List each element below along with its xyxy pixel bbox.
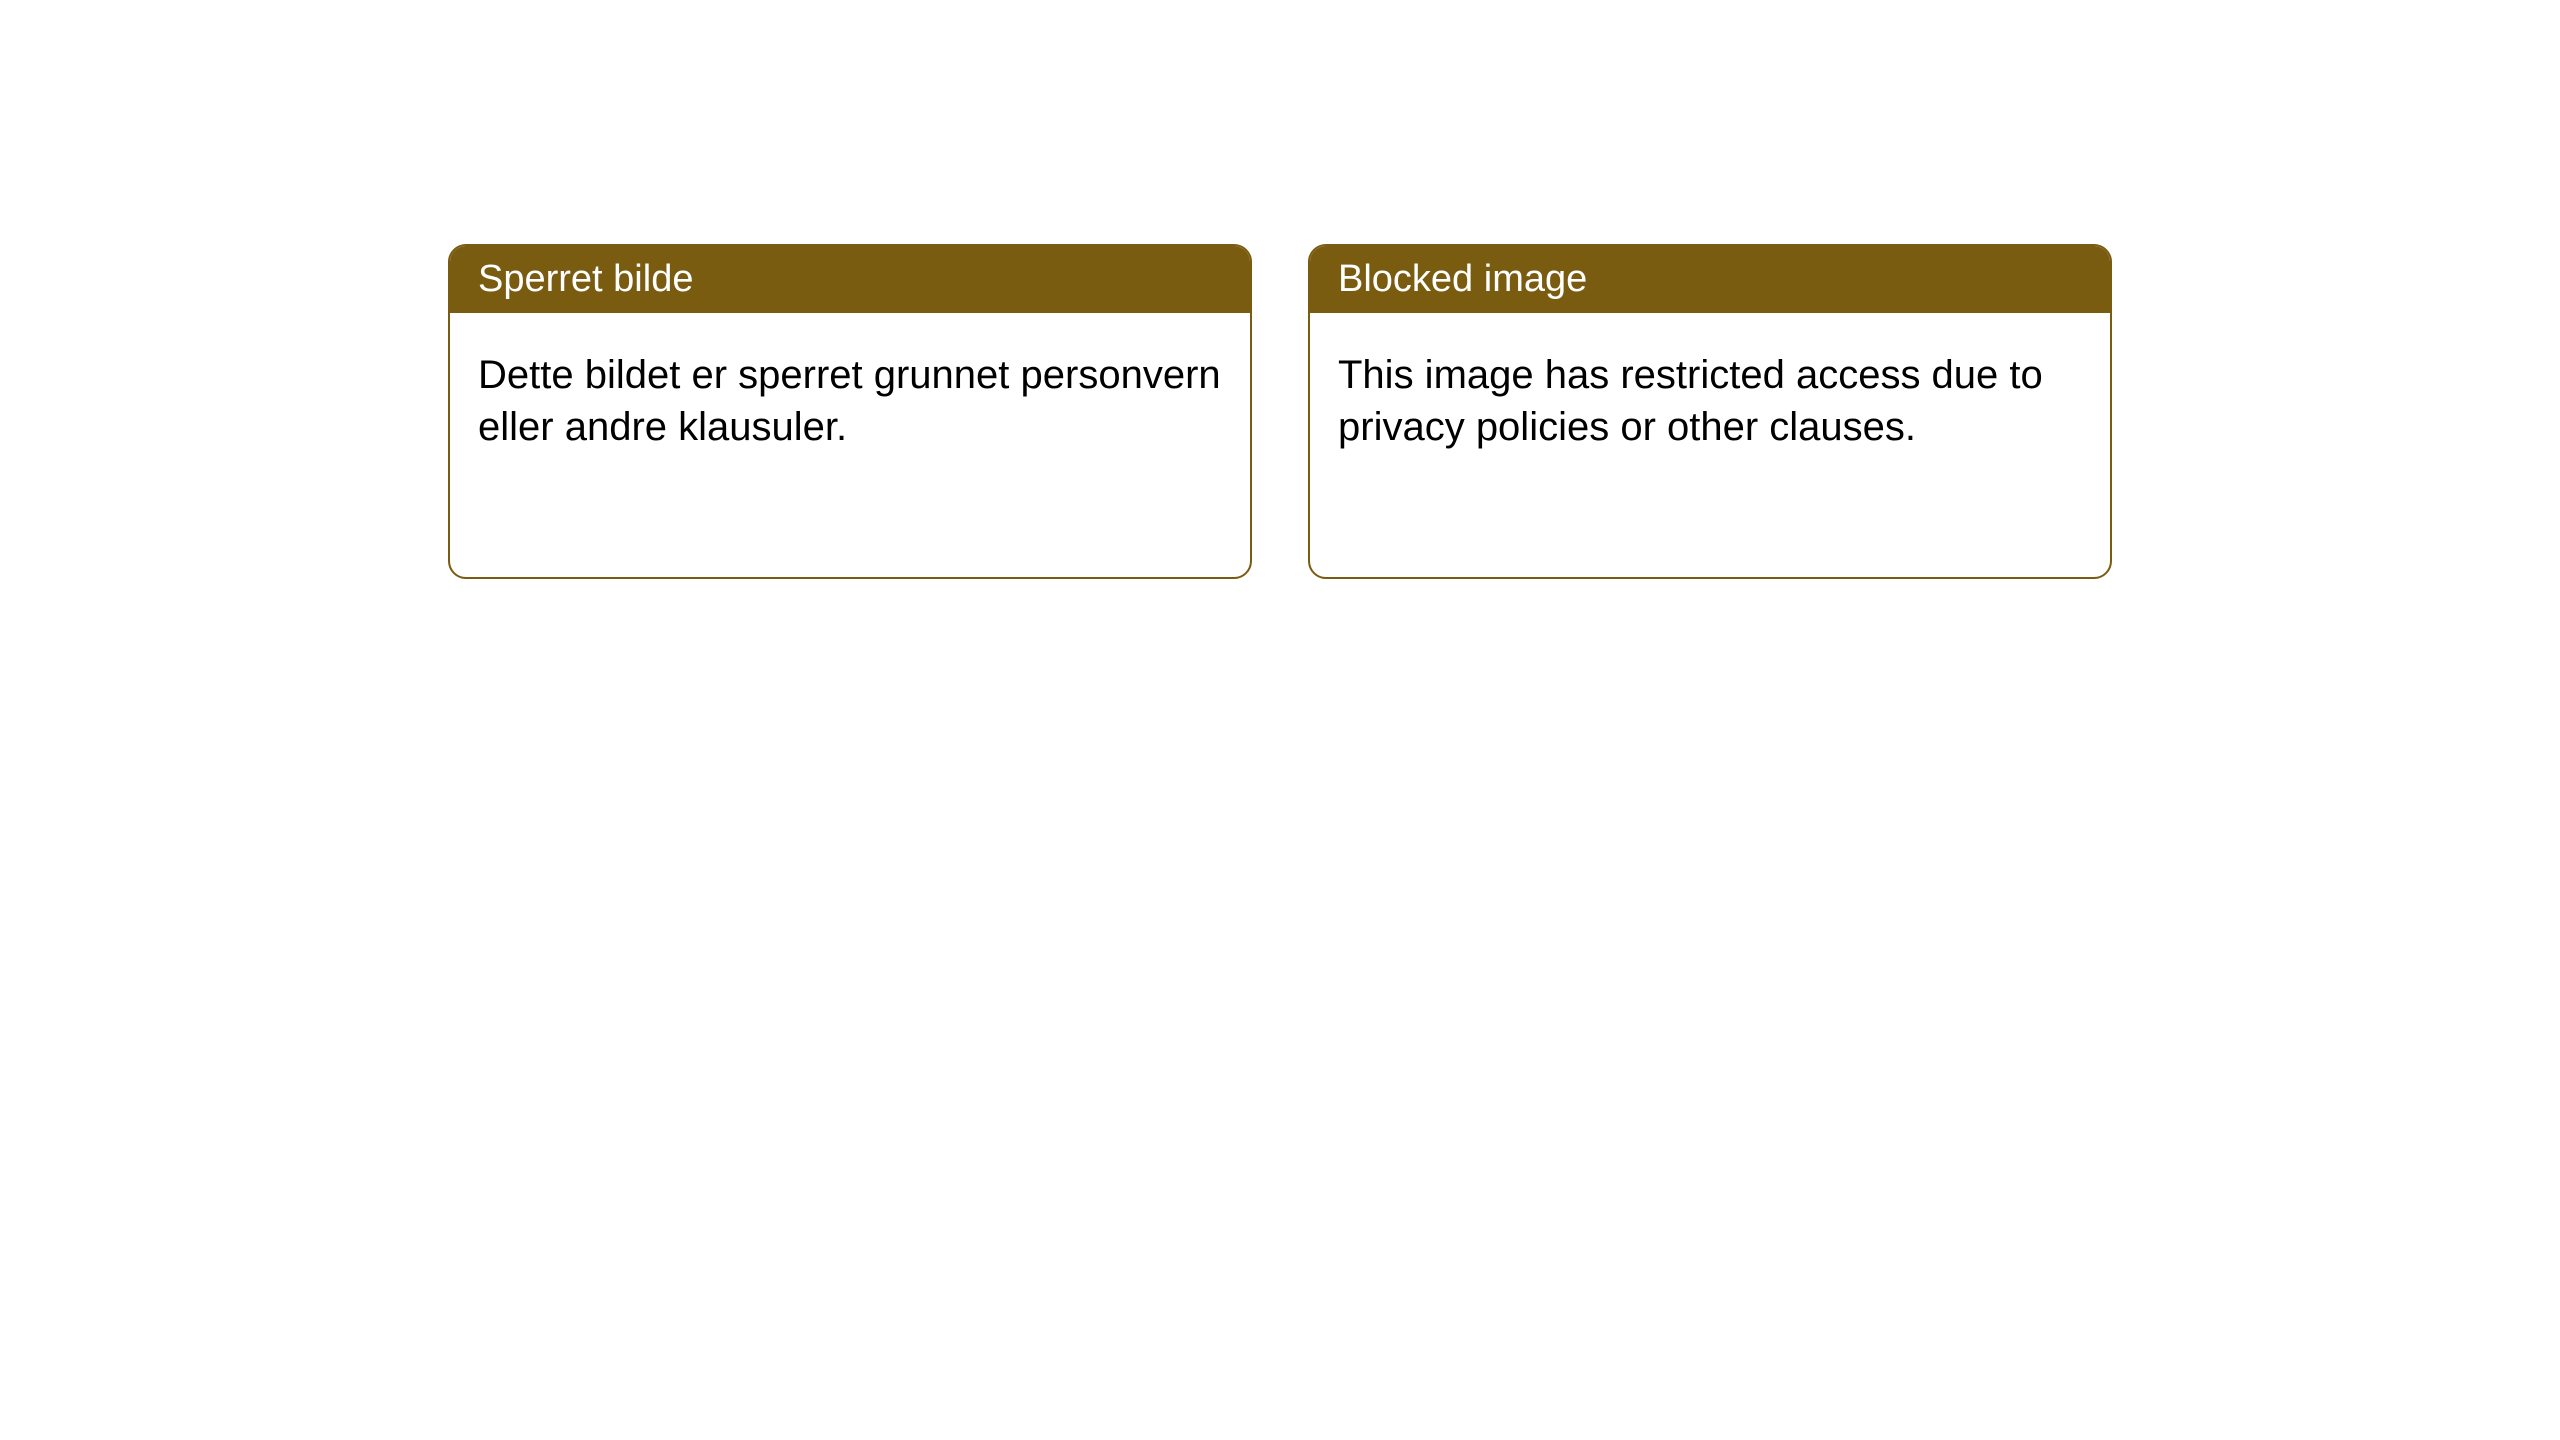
card-text-no: Dette bildet er sperret grunnet personve…: [478, 353, 1221, 449]
card-body-en: This image has restricted access due to …: [1310, 313, 2110, 577]
card-body-no: Dette bildet er sperret grunnet personve…: [450, 313, 1250, 577]
card-text-en: This image has restricted access due to …: [1338, 353, 2043, 449]
card-header-en: Blocked image: [1310, 246, 2110, 313]
blocked-image-card-no: Sperret bilde Dette bildet er sperret gr…: [448, 244, 1252, 579]
blocked-image-card-en: Blocked image This image has restricted …: [1308, 244, 2112, 579]
card-header-no: Sperret bilde: [450, 246, 1250, 313]
blocked-image-cards: Sperret bilde Dette bildet er sperret gr…: [448, 244, 2560, 579]
card-title-no: Sperret bilde: [478, 258, 693, 300]
card-title-en: Blocked image: [1338, 258, 1587, 300]
